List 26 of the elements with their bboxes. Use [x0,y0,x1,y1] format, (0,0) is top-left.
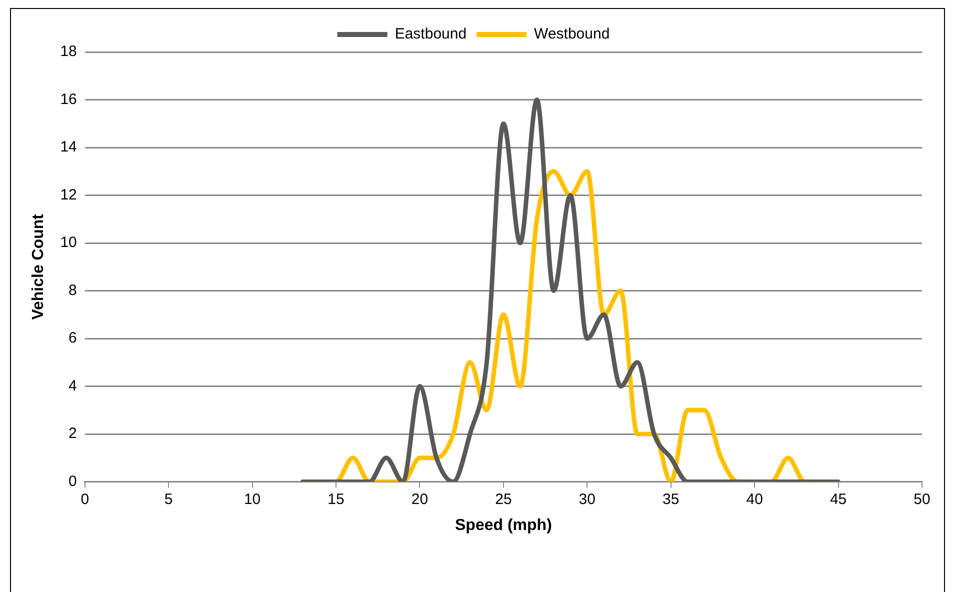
y-tick-label: 2 [68,425,77,442]
y-tick-label: 4 [68,377,77,394]
line-series [300,98,841,482]
y-tick-label: 10 [60,234,77,252]
x-axis-title: Speed (mph) [454,516,552,534]
x-tick-label: 0 [80,490,90,508]
legend-label: Westbound [534,26,610,43]
x-tick-label: 40 [746,490,763,508]
x-tick-label: 25 [495,490,512,508]
x-tick-label: 50 [914,490,930,508]
y-tick-label: 8 [68,282,77,299]
x-tick-label: 45 [830,490,847,508]
x-tick-label: 35 [662,490,680,508]
y-tick-label: 6 [68,330,77,347]
x-tick-label: 15 [328,490,344,508]
y-tick-label: 16 [60,90,77,108]
x-tick-label: 30 [578,490,596,508]
y-tick-label: 18 [60,43,77,60]
x-tick-label: 20 [411,490,428,508]
y-tick-label: 0 [68,472,77,490]
y-tick-label: 14 [60,138,77,156]
x-tick-label: 10 [244,490,261,508]
legend-label: Eastbound [394,26,467,43]
y-axis-title: Vehicle Count [30,213,48,320]
y-tick-label: 12 [60,186,77,204]
x-tick-label: 5 [164,490,173,508]
